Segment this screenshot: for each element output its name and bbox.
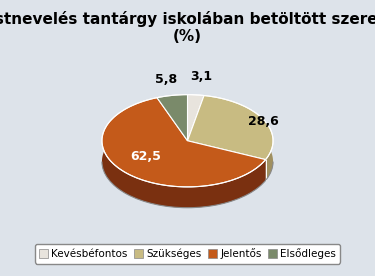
Polygon shape (102, 98, 266, 187)
Text: 3,1: 3,1 (190, 70, 212, 83)
Text: 5,8: 5,8 (155, 73, 177, 86)
Legend: Kevésbéfontos, Szükséges, Jelentős, Elsődleges: Kevésbéfontos, Szükséges, Jelentős, Első… (34, 244, 340, 264)
Polygon shape (102, 98, 266, 208)
Polygon shape (157, 95, 188, 118)
Text: Testnevelés tantárgy iskolában betöltött szerepe
(%): Testnevelés tantárgy iskolában betöltött… (0, 11, 375, 44)
Polygon shape (188, 95, 204, 141)
Text: 28,6: 28,6 (248, 115, 279, 128)
Polygon shape (188, 95, 204, 116)
Polygon shape (188, 95, 273, 160)
Polygon shape (204, 95, 273, 181)
Text: 62,5: 62,5 (130, 150, 161, 163)
Polygon shape (157, 95, 188, 141)
